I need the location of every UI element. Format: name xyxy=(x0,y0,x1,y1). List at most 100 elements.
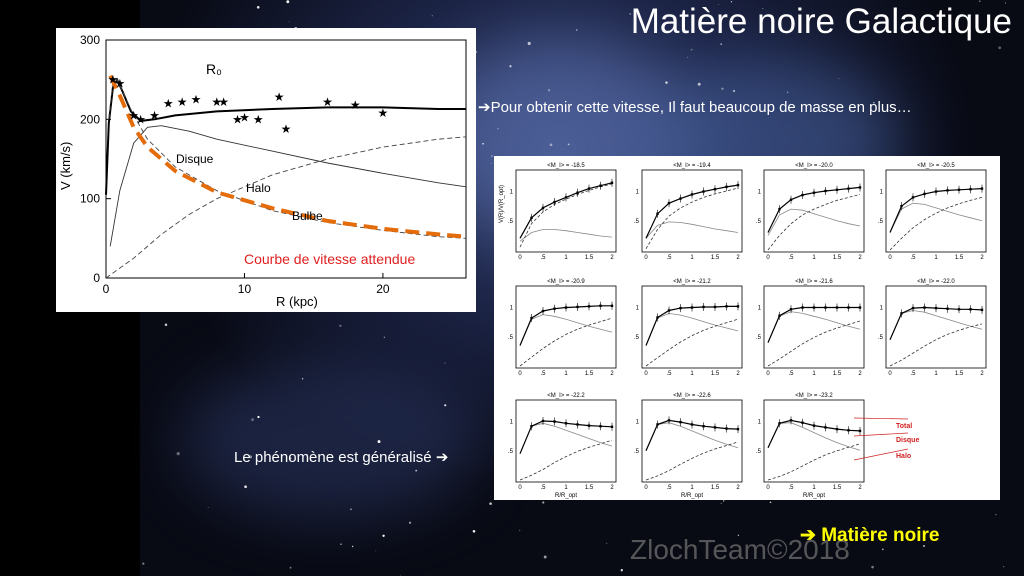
x-tick-label: 1.5 xyxy=(833,485,842,491)
star-dot xyxy=(871,565,874,569)
x-tick-label: 1 xyxy=(812,371,816,377)
observation-point: ★ xyxy=(378,106,389,120)
star-dot xyxy=(720,43,723,46)
observation-point: ★ xyxy=(135,112,146,126)
star-dot xyxy=(721,87,724,91)
disk-line xyxy=(645,422,739,451)
halo-line xyxy=(767,320,861,367)
star-dot xyxy=(629,13,631,15)
star-dot xyxy=(257,415,260,419)
panel: <M_I> = -21.6 .5 1 0 .5 1 1.5 2 xyxy=(756,279,865,377)
observation-point: ★ xyxy=(253,112,264,126)
star-dot xyxy=(142,562,145,565)
star-dot xyxy=(491,163,492,164)
x-tick-label: 1 xyxy=(690,371,694,377)
total-line xyxy=(767,306,860,343)
panel: <M_I> = -22.6 .5 1 0 .5 1 1.5 2 xyxy=(634,393,743,491)
x-tick-label: .5 xyxy=(910,371,916,377)
y-tick-label: .5 xyxy=(756,449,762,455)
star-dot xyxy=(575,29,578,31)
star-dot xyxy=(289,566,292,569)
series-line-dashed-orange xyxy=(108,74,467,239)
x-tick-label: 0 xyxy=(518,371,522,377)
star-dot xyxy=(548,89,551,92)
panel: <M_I> = -20.9 .5 1 0 .5 1 1.5 2 xyxy=(508,279,617,377)
star-dot xyxy=(301,378,304,380)
star-dot xyxy=(567,143,570,146)
y-tick-label: 1 xyxy=(758,190,762,196)
normalized-curves-chart: <M_I> = -18.5.510.5 1 1.5 2<M_I> = -19.4.51… xyxy=(499,163,987,499)
series-line-solid-thin xyxy=(109,125,467,247)
expected-curve-label: Courbe de vitesse attendue xyxy=(244,251,415,267)
star-dot xyxy=(697,82,701,86)
star-dot xyxy=(687,56,689,58)
panel-frame xyxy=(515,285,617,369)
observation-point: ★ xyxy=(191,93,202,107)
x-tick-label: 1 xyxy=(934,371,938,377)
x-tick-label: 1 xyxy=(812,255,816,261)
rotation-curve-panel: 0 100 200 300 0 10 20 ★ ★ ★ ★ ★ ★ ★ ★ ★ ★ ★ ★ ★ ★ ★ ★ ★ ★ V (km… xyxy=(56,28,476,312)
x-tick-label: 1.5 xyxy=(711,485,720,491)
x-tick-label: 1 xyxy=(690,255,694,261)
y-tick-label: .5 xyxy=(756,219,762,225)
disk-line xyxy=(519,422,613,454)
panel-label: <M_I> = -21.2 xyxy=(673,279,711,285)
observation-point: ★ xyxy=(322,95,333,109)
conclusion: ➔ Matière noire xyxy=(800,524,939,547)
x-tick-label: 1.5 xyxy=(955,255,964,261)
halo-line xyxy=(645,441,739,481)
series-line-solid-thick xyxy=(105,77,466,195)
panel-label: <M_I> = -21.6 xyxy=(795,279,833,285)
star-dot xyxy=(415,469,418,472)
y-tick-label: 300 xyxy=(80,33,100,47)
y-tick-label: 1 xyxy=(880,190,884,196)
panel-label: <M_I> = -20.9 xyxy=(547,279,585,285)
y-tick-label: .5 xyxy=(878,219,884,225)
panel-label: <M_I> = -22.2 xyxy=(547,393,585,399)
disk-line xyxy=(767,208,861,236)
x-tick-label: 1 xyxy=(564,371,568,377)
legend-pointer xyxy=(853,432,909,437)
y-tick-label: .5 xyxy=(634,219,640,225)
star-dot xyxy=(881,548,884,551)
x-tick-label: 1 xyxy=(564,255,568,261)
observation-point: ★ xyxy=(211,95,222,109)
star-dot xyxy=(509,65,512,68)
star-dot xyxy=(542,501,545,504)
star-dot xyxy=(606,542,608,544)
star-dot xyxy=(340,543,342,546)
x-tick-label: 2 xyxy=(858,485,862,491)
star-dot xyxy=(720,502,722,505)
panel-frame xyxy=(763,399,865,483)
panel-label: <M_I> = -18.5 xyxy=(547,163,585,169)
y-tick-label: 100 xyxy=(80,192,100,206)
panel: <M_I> = -21.2 .5 1 0 .5 1 1.5 2 xyxy=(634,279,743,377)
panel-frame xyxy=(885,169,987,253)
x-tick-label: .5 xyxy=(666,485,672,491)
total-line xyxy=(519,182,613,239)
star-dot xyxy=(730,1,733,3)
panel-frame xyxy=(641,399,743,483)
star-dot xyxy=(207,507,209,508)
x-tick-label: 1 xyxy=(564,485,568,491)
x-tick-label: 1 xyxy=(934,255,938,261)
star-dot xyxy=(339,324,342,327)
x-tick-label: 10 xyxy=(238,282,252,296)
observation-point: ★ xyxy=(218,95,229,109)
x-tick-label: .5 xyxy=(788,485,794,491)
r0-label: R₀ xyxy=(206,61,222,77)
total-line xyxy=(645,305,738,346)
star-dot xyxy=(519,529,521,531)
legend-pointer xyxy=(853,448,909,461)
panel-frame xyxy=(641,169,743,253)
x-axis-label: R/R_opt xyxy=(681,493,703,499)
halo-line xyxy=(889,197,983,251)
panel-frame xyxy=(515,399,617,483)
panel-label: <M_I> = -20.0 xyxy=(795,163,833,169)
series-line-dashed xyxy=(108,78,467,239)
disk-line xyxy=(519,314,613,346)
multi-panel-figure: <M_I> = -18.5.5 1 0.5 1 1.5 2 <M_I> = -19.4.5 1… xyxy=(494,156,1000,500)
panel: <M_I> = -22.2 .5 1 0 .5 1 1.5 2 xyxy=(508,393,617,491)
x-tick-label: 1.5 xyxy=(585,485,594,491)
